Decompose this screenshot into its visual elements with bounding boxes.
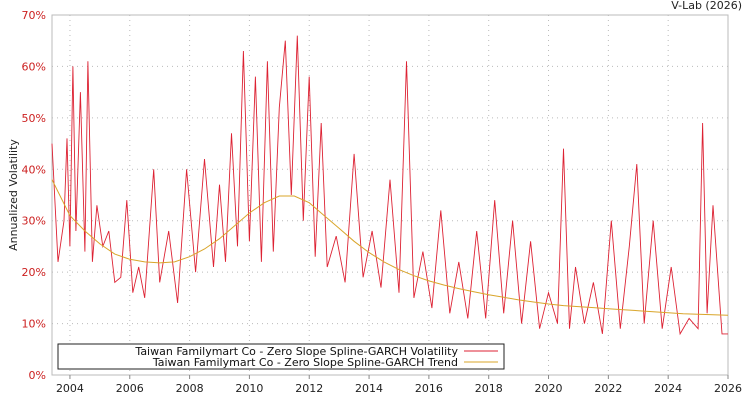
x-axis-ticks: 2004 2006 2008 2010 2012 2014 2016 2018 2020 2022…: [56, 375, 742, 395]
y-axis-ticks: 0% 10% 20% 30% 40% 50% 60% 70%: [22, 9, 46, 382]
legend-label-trend: Taiwan Familymart Co - Zero Slope Spline…: [152, 356, 458, 369]
x-tick-label: 2026: [714, 382, 742, 395]
grid: [52, 15, 728, 375]
legend-label-volatility: Taiwan Familymart Co - Zero Slope Spline…: [134, 345, 458, 358]
x-tick-label: 2016: [415, 382, 443, 395]
x-tick-label: 2010: [235, 382, 263, 395]
x-tick-label: 2018: [475, 382, 503, 395]
series-line-trend: [51, 179, 729, 316]
y-tick-label: 40%: [22, 163, 46, 176]
x-tick-label: 2006: [116, 382, 144, 395]
plot-area: [51, 14, 729, 376]
y-axis-label: Annualized Volatility: [7, 139, 20, 251]
x-tick-label: 2022: [594, 382, 622, 395]
y-tick-label: 70%: [22, 9, 46, 22]
chart-credit: V-Lab (2026): [671, 0, 742, 12]
y-tick-label: 30%: [22, 215, 46, 228]
series-group: [51, 35, 729, 336]
x-tick-label: 2024: [654, 382, 682, 395]
x-tick-label: 2008: [176, 382, 204, 395]
x-tick-label: 2014: [355, 382, 383, 395]
legend: Taiwan Familymart Co - Zero Slope Spline…: [57, 343, 505, 370]
series-line-volatility: [51, 35, 728, 336]
y-tick-label: 10%: [22, 318, 46, 331]
x-tick-label: 2012: [295, 382, 323, 395]
y-tick-label: 60%: [22, 60, 46, 73]
legend-box: [57, 343, 505, 370]
y-tick-label: 0%: [29, 369, 46, 382]
x-tick-label: 2004: [56, 382, 84, 395]
x-tick-label: 2020: [535, 382, 563, 395]
y-tick-label: 20%: [22, 266, 46, 279]
y-tick-label: 50%: [22, 112, 46, 125]
